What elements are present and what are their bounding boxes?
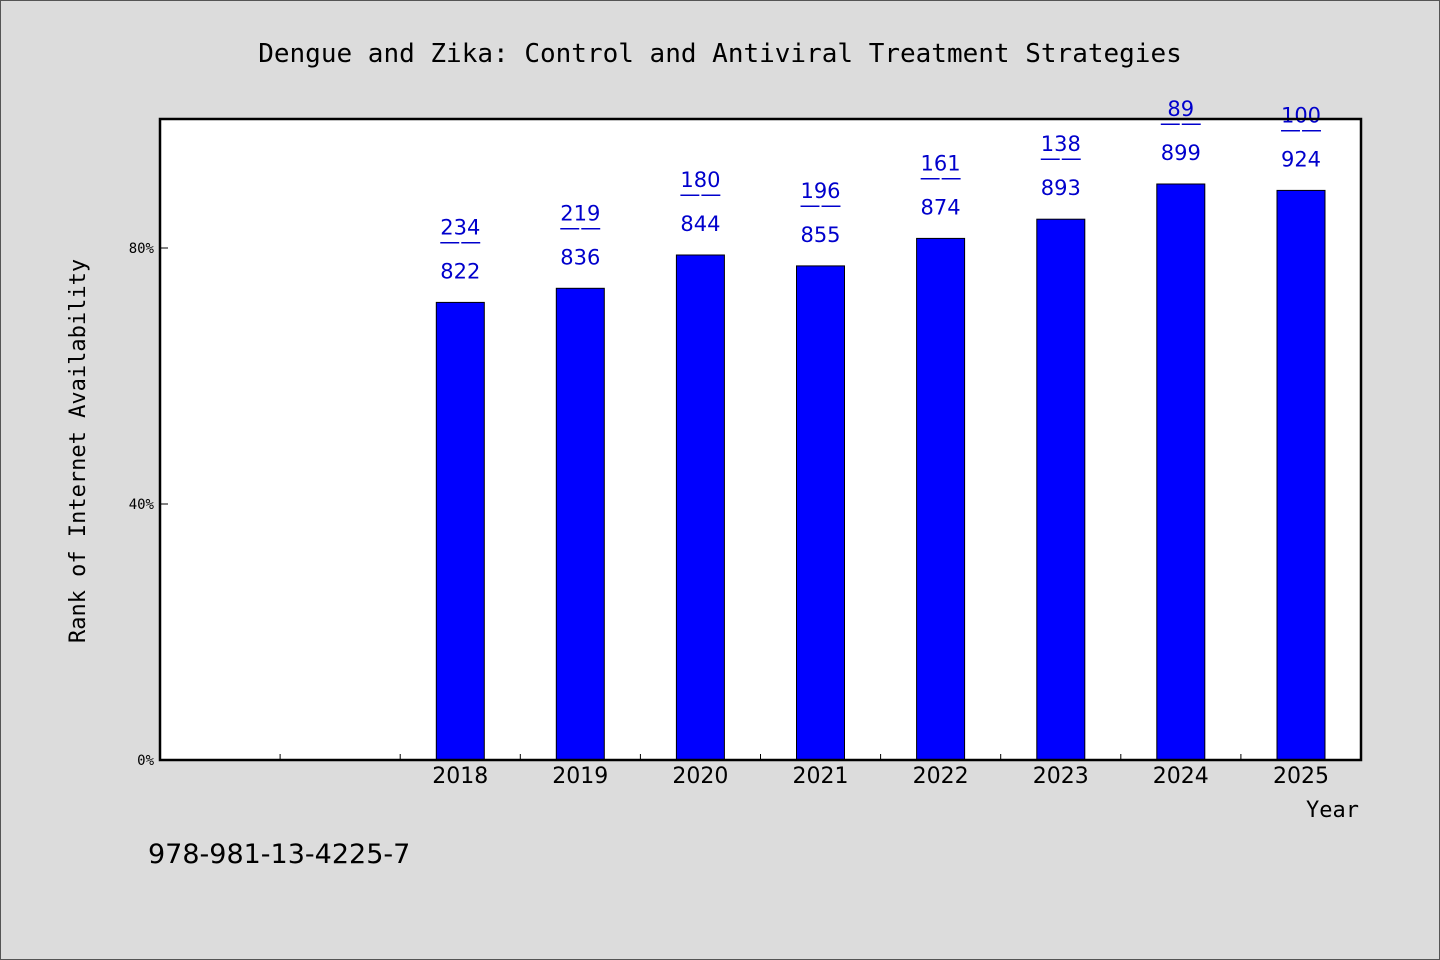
bar-2018 bbox=[435, 301, 485, 761]
data-label-bottom: 836 bbox=[560, 245, 600, 269]
data-label-top: 89 bbox=[1167, 97, 1194, 121]
y-axis-label: Rank of Internet Availability bbox=[66, 259, 91, 643]
data-label-separator: —— bbox=[1280, 117, 1322, 141]
bar-2019 bbox=[555, 287, 605, 761]
y-tick-label-80: 80% bbox=[129, 241, 155, 257]
data-label-2024: 89—— 899 bbox=[1160, 97, 1202, 165]
data-label-bottom: 822 bbox=[440, 259, 480, 283]
data-label-2021: 196—— 855 bbox=[800, 179, 842, 247]
data-label-2018: 234—— 822 bbox=[439, 215, 481, 283]
data-label-top: 180 bbox=[680, 168, 720, 192]
data-label-bottom: 855 bbox=[800, 223, 840, 247]
data-label-bottom: 924 bbox=[1281, 147, 1321, 171]
bar-2021 bbox=[796, 265, 845, 761]
data-label-2023: 138—— 893 bbox=[1040, 132, 1082, 200]
x-tick-label-2024: 2024 bbox=[1153, 764, 1209, 789]
y-tick-label-40: 40% bbox=[129, 497, 155, 513]
chart-title: Dengue and Zika: Control and Antiviral T… bbox=[258, 39, 1182, 69]
bar-2024 bbox=[1156, 183, 1206, 761]
data-label-separator: —— bbox=[920, 165, 962, 189]
bars-layer bbox=[435, 183, 1326, 761]
data-label-bottom: 893 bbox=[1041, 176, 1081, 200]
x-tick-label-2019: 2019 bbox=[552, 764, 608, 789]
bar-2025 bbox=[1276, 189, 1326, 761]
data-label-separator: —— bbox=[679, 182, 721, 206]
data-label-top: 219 bbox=[560, 201, 600, 225]
data-label-separator: —— bbox=[800, 193, 842, 217]
x-axis-label: Year bbox=[1306, 798, 1359, 823]
data-label-separator: —— bbox=[1040, 146, 1082, 170]
y-axis: 0% 40% 80% bbox=[129, 241, 168, 769]
bar-2023 bbox=[1036, 218, 1086, 761]
data-label-2019: 219—— 836 bbox=[559, 201, 601, 269]
data-label-top: 196 bbox=[800, 179, 840, 203]
data-label-separator: —— bbox=[439, 229, 481, 253]
data-label-bottom: 899 bbox=[1161, 141, 1201, 165]
x-tick-label-2021: 2021 bbox=[793, 764, 849, 789]
bar-2020 bbox=[675, 254, 725, 761]
data-label-top: 161 bbox=[921, 151, 961, 175]
data-label-2022: 161—— 874 bbox=[920, 151, 962, 219]
bar-2022 bbox=[916, 237, 966, 761]
x-tick-label-2023: 2023 bbox=[1033, 764, 1089, 789]
data-label-2020: 180—— 844 bbox=[679, 168, 721, 236]
data-label-top: 138 bbox=[1041, 132, 1081, 156]
data-label-top: 100 bbox=[1281, 103, 1321, 127]
x-tick-label-2018: 2018 bbox=[432, 764, 488, 789]
data-label-separator: —— bbox=[559, 215, 601, 239]
x-axis: 2018 2019 2020 2021 2022 2023 2024 2025 bbox=[279, 754, 1329, 789]
isbn-footnote: 978-981-13-4225-7 bbox=[148, 839, 410, 870]
data-label-bottom: 874 bbox=[921, 195, 961, 219]
x-tick-label-2022: 2022 bbox=[913, 764, 969, 789]
y-tick-label-0: 0% bbox=[137, 753, 154, 769]
x-tick-label-2025: 2025 bbox=[1273, 764, 1329, 789]
data-labels-layer: 234——822219——836180——844196——855161——874… bbox=[439, 97, 1322, 283]
data-label-separator: —— bbox=[1160, 111, 1202, 135]
data-label-top: 234 bbox=[440, 215, 480, 239]
x-tick-label-2020: 2020 bbox=[672, 764, 728, 789]
data-label-bottom: 844 bbox=[680, 212, 720, 236]
data-label-2025: 100—— 924 bbox=[1280, 103, 1322, 171]
